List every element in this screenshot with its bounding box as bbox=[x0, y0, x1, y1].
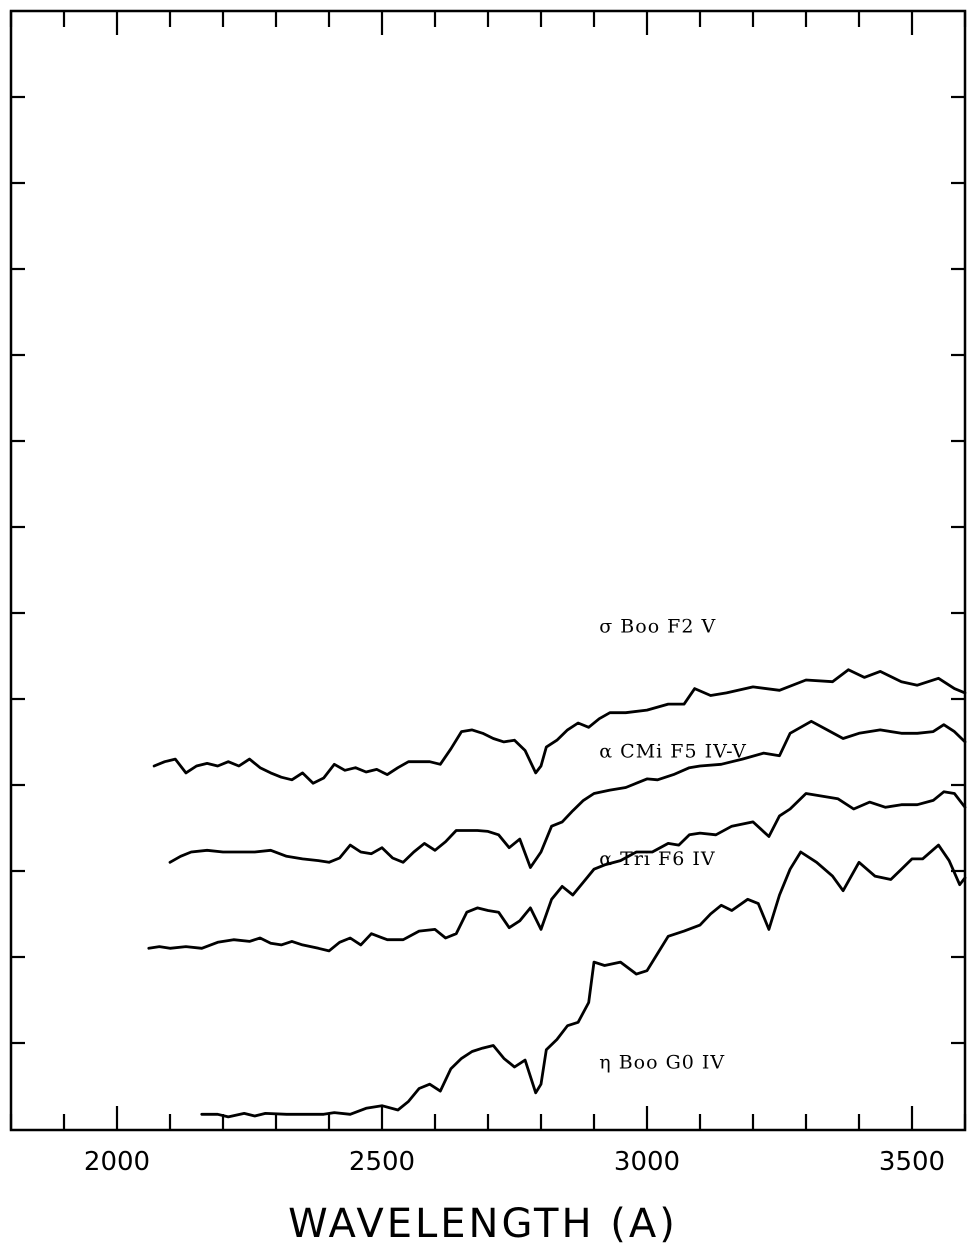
spectrum-series-4 bbox=[200, 843, 967, 1119]
spectrum-series-2 bbox=[168, 719, 967, 869]
x-tick-label: 3500 bbox=[879, 1147, 945, 1177]
star-label-3: α Tri F6 IV bbox=[599, 848, 715, 870]
x-axis-label: WAVELENGTH (A) bbox=[288, 1201, 678, 1247]
spectrum-lines bbox=[147, 668, 967, 1119]
spectrum-series-3 bbox=[147, 790, 967, 953]
spectrum-series-1 bbox=[152, 668, 967, 785]
star-label-1: σ Boo F2 V bbox=[599, 616, 716, 638]
x-tick-labels: 2000 2500 3000 3500 bbox=[84, 1147, 945, 1177]
star-labels: σ Boo F2 V α CMi F5 IV-V α Tri F6 IV η Boo … bbox=[599, 616, 747, 1074]
x-tick-label: 2000 bbox=[84, 1147, 150, 1177]
plot-frame bbox=[9, 9, 967, 1132]
x-tick-label: 2500 bbox=[349, 1147, 415, 1177]
x-tick-label: 3000 bbox=[614, 1147, 680, 1177]
star-label-2: α CMi F5 IV-V bbox=[599, 740, 747, 762]
star-label-4: η Boo G0 IV bbox=[599, 1052, 725, 1074]
axis-ticks bbox=[9, 11, 967, 1130]
